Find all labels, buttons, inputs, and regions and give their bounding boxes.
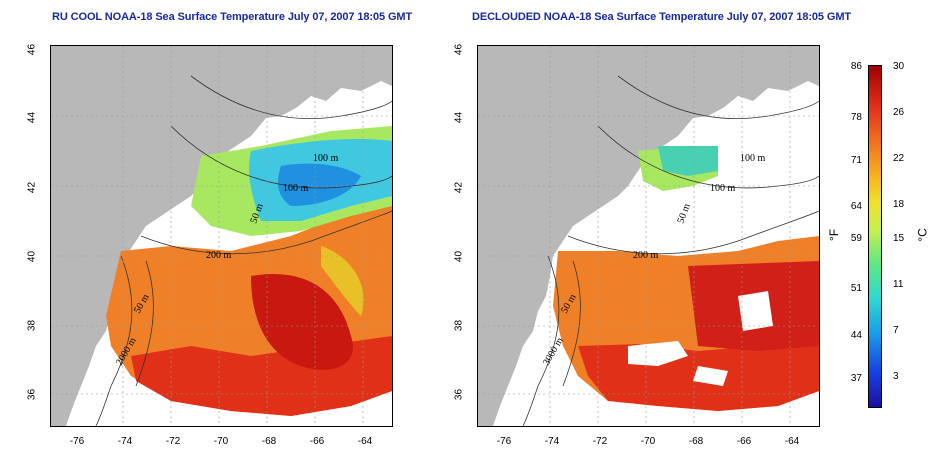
lon-tick: -74 [117,436,133,447]
map-title-right: DECLOUDED NOAA-18 Sea Surface Temperatur… [472,11,852,23]
lon-tick: -70 [640,436,656,447]
lat-tick: 42 [26,181,38,194]
lat-tick: 38 [26,319,38,332]
colorbar-c-tick: 11 [893,279,904,290]
colorbar-c-tick: 26 [893,107,905,118]
lon-tick: -72 [592,436,608,447]
lat-tick: 40 [453,250,465,263]
lat-tick: 46 [453,43,465,56]
lon-tick: -76 [69,436,85,447]
lon-tick: -76 [496,436,512,447]
colorbar-c-tick: 3 [893,371,899,382]
isobath [190,75,392,119]
contour-label: 100 m [283,183,309,194]
colorbar-f-tick: 44 [850,330,862,341]
colorbar-f-tick: 37 [850,373,862,384]
contour-label: 200 m [206,250,232,261]
lat-tick: 36 [26,388,38,401]
lon-tick: -72 [165,436,181,447]
colorbar-c-tick: 22 [893,153,905,164]
sst-map-raw: 100 m 100 m 50 m 200 m 50 m 2000 m [50,45,393,427]
lat-tick: 38 [453,319,465,332]
contour-label: 100 m [313,153,339,164]
lon-tick: -64 [357,436,373,447]
colorbar-f-tick: 71 [850,155,862,166]
colorbar-unit-c: °C [915,228,930,242]
lon-tick: -74 [544,436,560,447]
map-title-left: RU COOL NOAA-18 Sea Surface Temperature … [52,11,413,23]
lat-tick: 36 [453,388,465,401]
temperature-colorbar [868,65,882,408]
sst-map-declouded: 100 m 100 m 50 m 200 m 50 m 3000 m [477,45,820,427]
colorbar-f-tick: 78 [850,112,862,123]
colorbar-c-tick: 15 [893,233,905,244]
colorbar-unit-f: °F [827,228,842,242]
lon-tick: -66 [736,436,752,447]
contour-label: 100 m [710,183,736,194]
colorbar-f-tick: 59 [850,233,862,244]
colorbar-c-tick: 30 [893,61,905,72]
contour-label: 100 m [740,153,766,164]
colorbar-c-tick: 7 [893,325,899,336]
lat-tick: 40 [26,250,38,263]
lon-tick: -64 [784,436,800,447]
lon-tick: -68 [688,436,704,447]
colorbar-f-tick: 51 [850,283,862,294]
lat-tick: 46 [26,43,38,56]
lon-tick: -70 [213,436,229,447]
lat-tick: 44 [26,111,38,124]
contour-label: 200 m [633,250,659,261]
colorbar-f-tick: 64 [850,201,862,212]
lat-tick: 44 [453,111,465,124]
land-mass [478,46,819,426]
lon-tick: -66 [309,436,325,447]
colorbar-c-tick: 18 [893,199,905,210]
lat-tick: 42 [453,181,465,194]
lon-tick: -68 [261,436,277,447]
land-mass [51,46,392,426]
colorbar-f-tick: 86 [850,61,862,72]
